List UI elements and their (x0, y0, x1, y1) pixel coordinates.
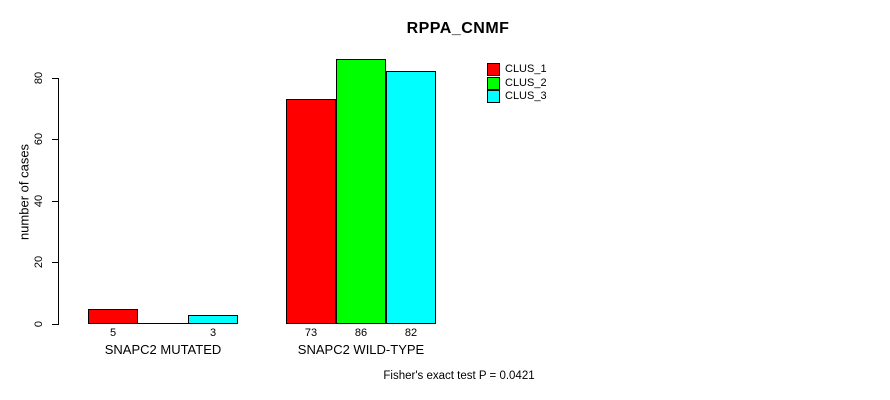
y-axis-tick-label: 60 (33, 132, 45, 146)
legend-color-swatch (487, 76, 500, 90)
y-axis-tick (52, 262, 58, 263)
bar-clus_3 (386, 71, 436, 324)
legend-color-swatch (487, 63, 500, 77)
legend-item: CLUS_2 (487, 76, 547, 91)
legend-label: CLUS_3 (505, 90, 547, 103)
legend: CLUS_1 CLUS_2 CLUS_3 (487, 63, 547, 104)
y-axis-tick-label: 40 (33, 194, 45, 208)
y-axis-tick (52, 139, 58, 140)
bar-clus_1 (286, 99, 336, 324)
bar-value-label: 73 (304, 327, 318, 339)
legend-item: CLUS_1 (487, 63, 547, 77)
fisher-test-annotation: Fisher's exact test P = 0.0421 (383, 370, 535, 382)
y-axis-tick (52, 324, 58, 325)
category-label: SNAPC2 WILD-TYPE (297, 342, 425, 357)
category-label: SNAPC2 MUTATED (104, 342, 222, 357)
bar-clus_3 (188, 315, 238, 324)
bar-clus_1 (88, 309, 138, 324)
bar-zero-clus_2 (138, 323, 188, 324)
y-axis-tick (52, 201, 58, 202)
bar-value-label: 5 (109, 327, 117, 339)
legend-item: CLUS_3 (487, 90, 547, 104)
bar-value-label: 82 (404, 327, 418, 339)
legend-label: CLUS_1 (505, 63, 547, 76)
bar-clus_2 (336, 59, 386, 324)
bar-value-label: 86 (354, 327, 368, 339)
y-axis-tick-label: 80 (33, 71, 45, 85)
y-axis-tick-label: 20 (33, 255, 45, 269)
legend-label: CLUS_2 (505, 76, 547, 89)
y-axis-title: number of cases (16, 143, 32, 241)
y-axis-line (58, 78, 59, 325)
y-axis-tick-label: 0 (33, 320, 45, 328)
chart-title: RPPA_CNMF (406, 20, 510, 37)
y-axis-tick (52, 78, 58, 79)
bar-value-label: 3 (209, 327, 217, 339)
legend-color-swatch (487, 90, 500, 104)
